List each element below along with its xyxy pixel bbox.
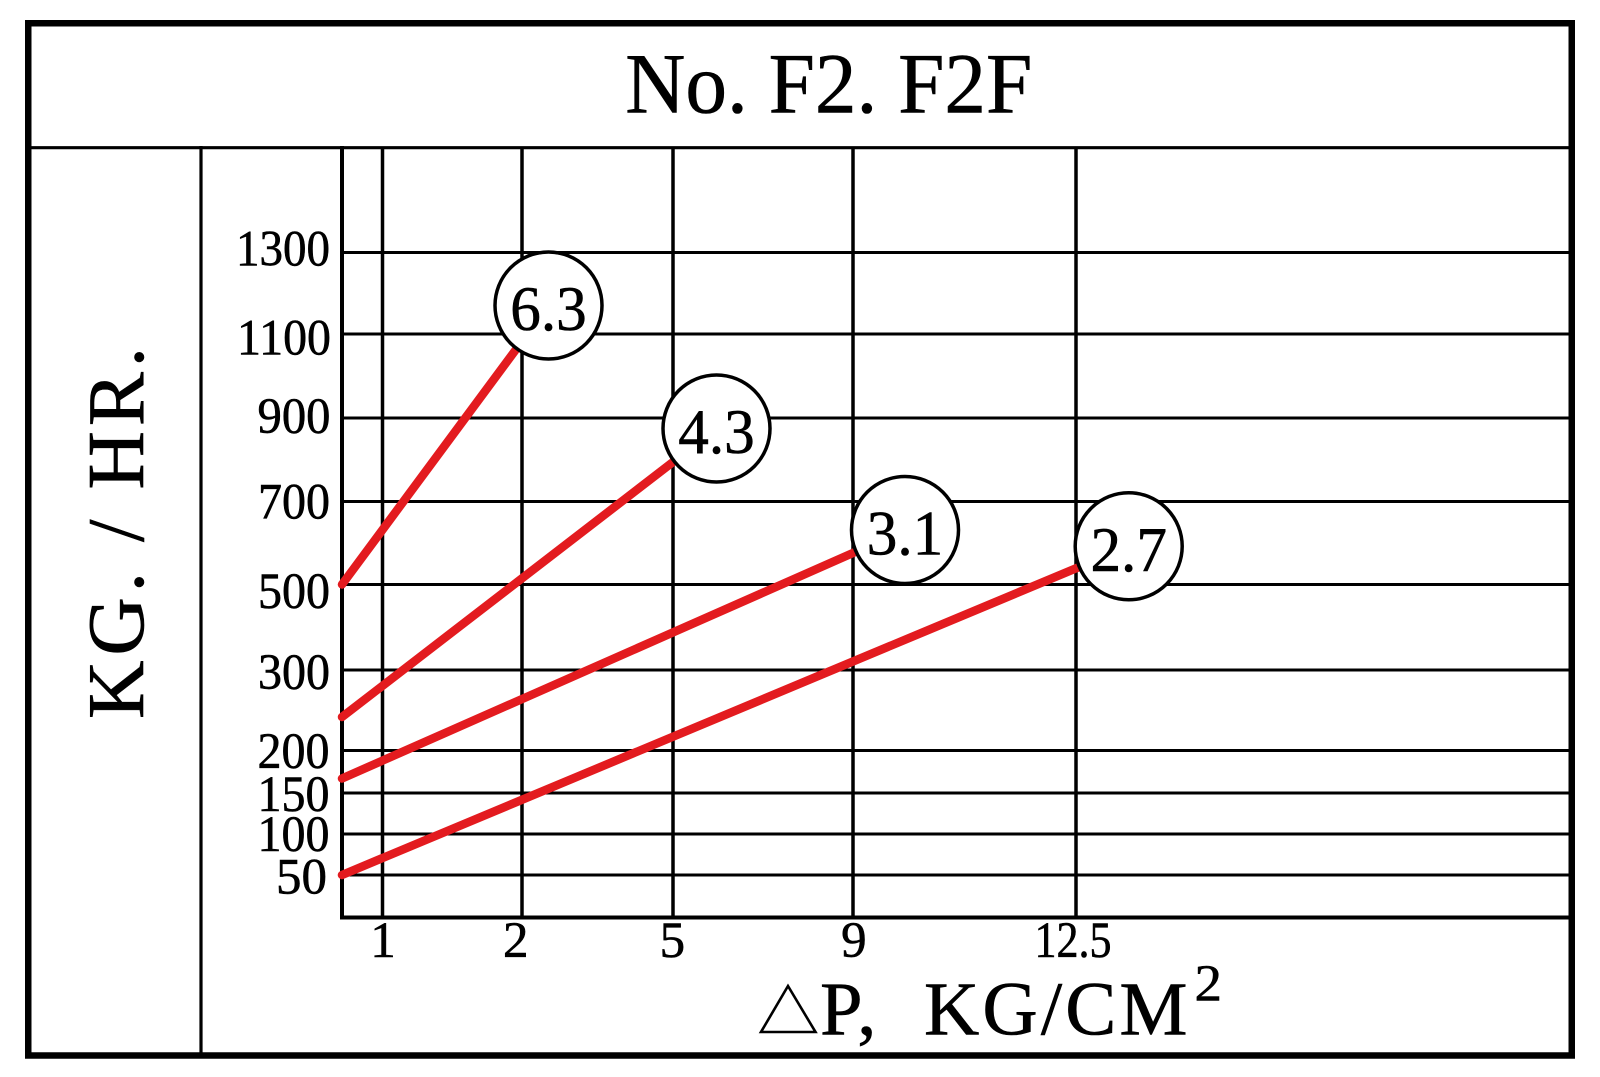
svg-text:200: 200	[258, 724, 330, 780]
svg-text:No. F2. F2F: No. F2. F2F	[625, 36, 1032, 132]
svg-text:6.3: 6.3	[510, 273, 587, 344]
svg-text:50: 50	[276, 850, 327, 906]
svg-text:2: 2	[1195, 956, 1223, 1013]
svg-text:P, KG/CM: P, KG/CM	[820, 966, 1188, 1051]
svg-text:150: 150	[258, 767, 330, 823]
svg-text:500: 500	[258, 564, 330, 620]
svg-text:300: 300	[258, 645, 330, 701]
svg-text:KG. / HR.: KG. / HR.	[71, 347, 161, 719]
svg-text:9: 9	[841, 913, 867, 969]
svg-text:2.7: 2.7	[1090, 514, 1167, 585]
svg-text:700: 700	[258, 475, 330, 531]
svg-text:1100: 1100	[237, 310, 331, 366]
svg-text:2: 2	[503, 913, 529, 969]
svg-text:5: 5	[660, 913, 686, 969]
svg-text:3.1: 3.1	[867, 498, 944, 569]
svg-text:4.3: 4.3	[678, 396, 755, 467]
svg-text:100: 100	[258, 807, 330, 863]
svg-text:900: 900	[258, 389, 331, 445]
svg-text:1: 1	[370, 913, 396, 969]
svg-text:1300: 1300	[236, 222, 330, 278]
svg-text:12.5: 12.5	[1035, 913, 1112, 969]
